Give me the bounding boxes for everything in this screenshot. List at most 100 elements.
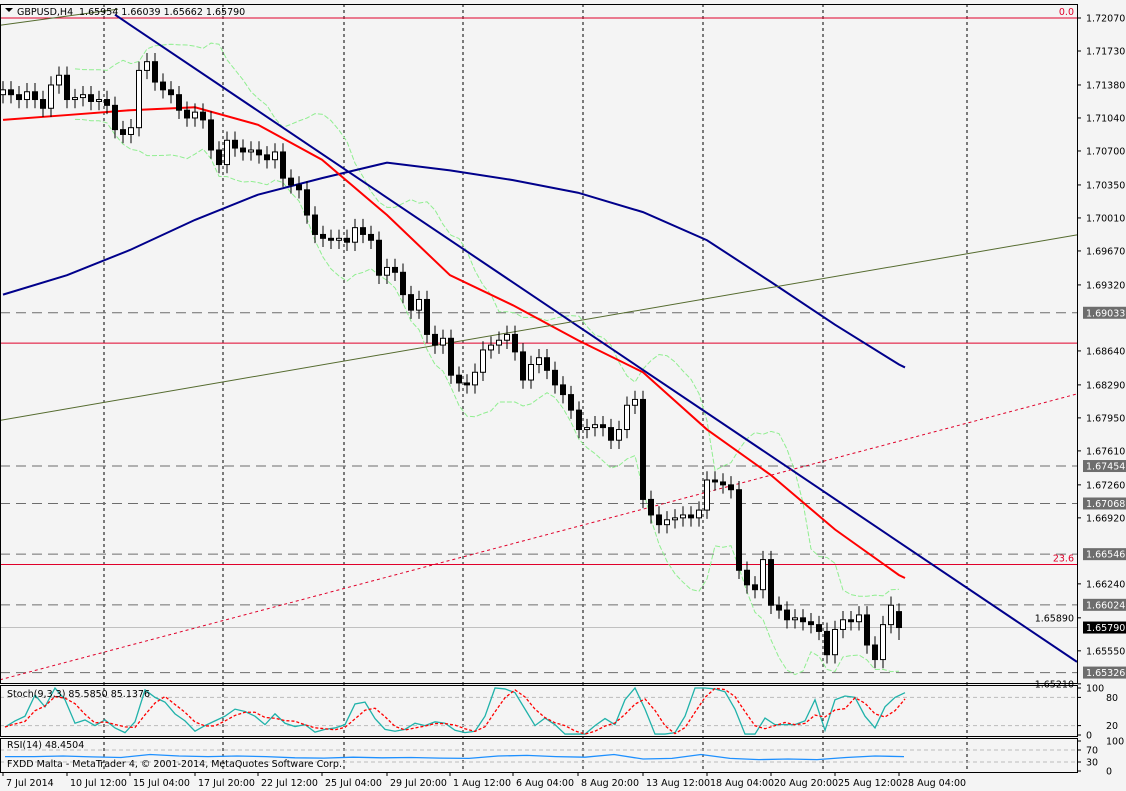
- horizontal-levels: 0.0 23.6: [0, 7, 1077, 674]
- bear-candle: [120, 129, 126, 135]
- indicator-tick-label: 80: [1106, 693, 1118, 704]
- bear-candle: [736, 489, 742, 571]
- bull-candle: [472, 371, 478, 386]
- time-tick-label: 29 Jul 20:00: [390, 778, 447, 789]
- bear-candle: [656, 514, 662, 526]
- price-tick-label: 1.72070: [1086, 14, 1125, 25]
- price-level-tag: [1083, 666, 1126, 679]
- indicator-tick-label: 100: [1086, 684, 1104, 695]
- price-level-tag-label: 1.66024: [1086, 600, 1125, 611]
- bull-candle: [440, 337, 446, 346]
- bear-candle: [712, 479, 718, 483]
- bull-candle: [416, 298, 422, 311]
- price-level-tag-label: 1.67068: [1086, 499, 1125, 510]
- indicator-tick-label: 100: [1106, 737, 1124, 748]
- vertical-grid: [103, 4, 968, 772]
- bull-candle: [856, 614, 862, 623]
- panel-frame: [0, 738, 1078, 773]
- rsi-panel: [0, 749, 1077, 763]
- bull-candle: [664, 519, 670, 526]
- price-level-tag-label: 1.69033: [1086, 308, 1125, 319]
- bear-candle: [16, 94, 22, 101]
- bear-candle: [896, 611, 902, 629]
- bull-candle: [880, 624, 886, 661]
- symbol-label: GBPUSD,H4: [17, 7, 73, 18]
- trendlines[interactable]: [0, 8, 1078, 681]
- bear-candle: [168, 89, 174, 96]
- stoch-title: Stoch(9,3,3) 85.5850 85.1376: [7, 689, 150, 700]
- price-level-tag-label: 1.67454: [1086, 462, 1125, 473]
- bollinger-bands: [74, 42, 900, 676]
- bear-candle: [280, 151, 286, 179]
- bull-candle: [488, 344, 494, 351]
- bear-candle: [88, 94, 94, 102]
- bull-candle: [136, 69, 142, 129]
- trendline[interactable]: [0, 393, 1078, 681]
- indicator-tick-label: 0: [1106, 767, 1112, 778]
- bear-candle: [848, 619, 854, 623]
- bull-candle: [632, 398, 638, 406]
- bull-candle: [48, 84, 54, 109]
- bear-candle: [608, 427, 614, 441]
- slow-ma-line: [2, 161, 906, 369]
- candles: [0, 52, 902, 669]
- bear-candle: [256, 149, 262, 156]
- bull-candle: [832, 628, 838, 656]
- time-axis[interactable]: 7 Jul 2014 10 Jul 12:00 15 Jul 04:00 17 Jul…: [2, 772, 966, 789]
- price-tick-label: 1.66920: [1086, 513, 1125, 524]
- time-tick-label: 7 Jul 2014: [6, 778, 54, 789]
- bull-candle: [24, 91, 30, 101]
- bear-candle: [464, 382, 470, 386]
- stochastic-panel: [0, 686, 1077, 735]
- time-tick-label: 18 Aug 04:00: [710, 778, 774, 789]
- indicator-tick-label: 70: [1086, 746, 1098, 757]
- bull-candle: [616, 429, 622, 441]
- bear-candle: [744, 569, 750, 586]
- price-tick-label: 1.71040: [1086, 113, 1125, 124]
- price-level-tag-label: 1.66546: [1086, 550, 1125, 561]
- trendline[interactable]: [0, 8, 119, 26]
- bull-candle: [592, 424, 598, 429]
- bear-candle: [288, 177, 294, 186]
- bear-candle: [32, 91, 38, 101]
- current-price-tag-label: 1.65790: [1086, 623, 1125, 634]
- bull-candle: [672, 517, 678, 521]
- bull-candle: [128, 127, 134, 135]
- price-tick-label: 1.67260: [1086, 480, 1125, 491]
- indicator-tick-label: 20: [1106, 721, 1118, 732]
- bear-candle: [408, 294, 414, 311]
- price-tick-label: 1.69320: [1086, 280, 1125, 291]
- bull-candle: [0, 89, 6, 96]
- stoch-signal-line: [4, 687, 906, 735]
- price-axis[interactable]: 1.72070 1.71730 1.71380 1.71040 1.70700 1.703…: [1035, 14, 1126, 778]
- bear-candle: [160, 81, 166, 91]
- bear-candle: [376, 239, 382, 276]
- bear-candle: [512, 333, 518, 353]
- bear-candle: [784, 609, 790, 621]
- bear-candle: [768, 559, 774, 606]
- moving-averages: [2, 106, 906, 579]
- bear-candle: [184, 109, 190, 119]
- bull-candle: [888, 604, 894, 626]
- bull-candle: [528, 364, 534, 381]
- trendline[interactable]: [0, 234, 1078, 421]
- bull-candle: [480, 349, 486, 373]
- bear-candle: [640, 398, 646, 500]
- trendline[interactable]: [114, 13, 1078, 663]
- chart-header: GBPUSD,H4 1.65954 1.66039 1.65662 1.6579…: [5, 7, 245, 18]
- bear-candle: [208, 119, 214, 151]
- bear-candle: [200, 111, 206, 121]
- current-price-tag: [1083, 621, 1126, 634]
- price-level-tag: [1083, 548, 1126, 561]
- bull-candle: [536, 357, 542, 366]
- bull-candle: [248, 149, 254, 153]
- bear-candle: [392, 266, 398, 273]
- bull-candle: [384, 266, 390, 276]
- triangle-down-icon[interactable]: [5, 8, 13, 12]
- indicator-tick-label: 0: [1086, 731, 1092, 742]
- bull-candle: [792, 617, 798, 621]
- fib-label: 0.0: [1059, 7, 1074, 18]
- time-tick-label: 1 Aug 12:00: [453, 778, 511, 789]
- bear-candle: [424, 298, 430, 335]
